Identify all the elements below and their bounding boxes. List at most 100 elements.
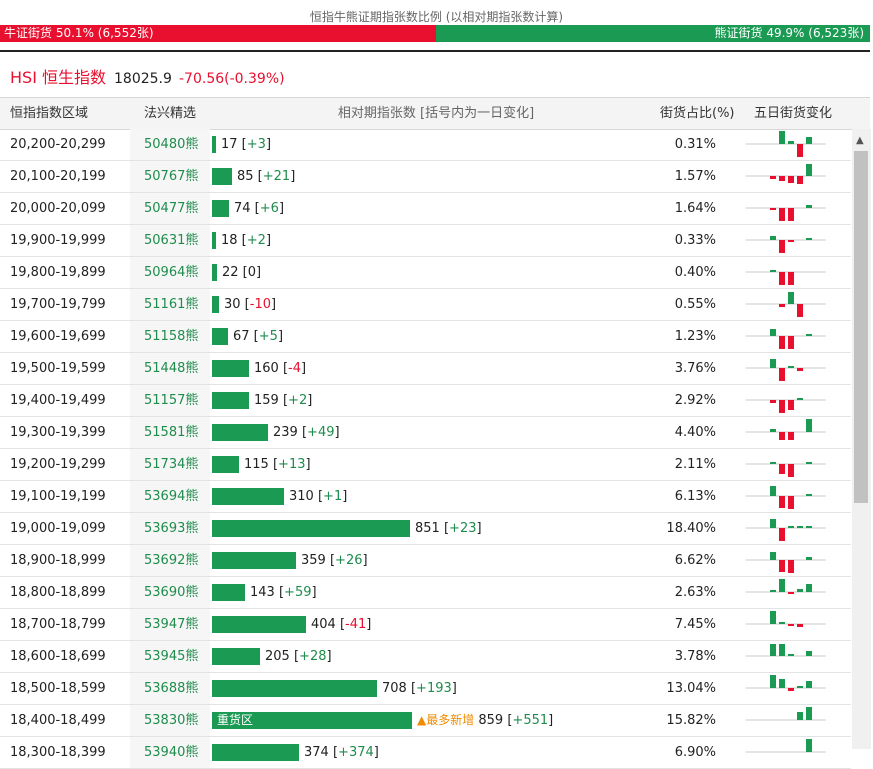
daily-change: +26 (335, 553, 363, 568)
warrant-code-link[interactable]: 50631熊 (144, 233, 199, 248)
outstanding-pct: 0.40% (674, 265, 716, 280)
warrant-code-link[interactable]: 51448熊 (144, 361, 199, 376)
outstanding-pct: 0.31% (674, 137, 716, 152)
warrant-code-link[interactable]: 53947熊 (144, 617, 199, 632)
contracts-value: 143 [+59] (250, 585, 317, 600)
daily-change: +49 (307, 425, 335, 440)
outstanding-pct: 6.90% (674, 745, 716, 760)
warrant-code-link[interactable]: 53945熊 (144, 649, 199, 664)
contracts-bar (212, 200, 229, 217)
warrant-code-link[interactable]: 51734熊 (144, 457, 199, 472)
warrant-code-link[interactable]: 51157熊 (144, 393, 199, 408)
scrollbar[interactable]: ▲ (852, 129, 871, 749)
table-row[interactable]: 20,200-20,299 50480熊 17 [+3] 0.31% (0, 129, 851, 161)
table-row[interactable]: 19,500-19,599 51448熊 160 [-4] 3.76% (0, 353, 851, 385)
table-row[interactable]: 19,400-19,499 51157熊 159 [+2] 2.92% (0, 385, 851, 417)
contracts-bar (212, 488, 284, 505)
index-name: HSI 恒生指数 (10, 68, 106, 87)
table-row[interactable]: 19,900-19,999 50631熊 18 [+2] 0.33% (0, 225, 851, 257)
code-cell: 50964熊 (130, 257, 210, 288)
contracts-bar (212, 424, 268, 441)
spark-bar (788, 400, 794, 410)
table-row[interactable]: 19,000-19,099 53693熊 851 [+23] 18.40% (0, 513, 851, 545)
spark-bar (788, 176, 794, 183)
table-row[interactable]: 20,100-20,199 50767熊 85 [+21] 1.57% (0, 161, 851, 193)
contracts-value: 205 [+28] (265, 649, 332, 664)
spark-bar (770, 552, 776, 560)
contracts-value: 17 [+3] (221, 137, 272, 152)
warrant-code-link[interactable]: 51161熊 (144, 297, 199, 312)
spark-bar (788, 292, 794, 304)
table-row[interactable]: 19,200-19,299 51734熊 115 [+13] 2.11% (0, 449, 851, 481)
warrant-code-link[interactable]: 53940熊 (144, 745, 199, 760)
five-day-change-chart (746, 398, 826, 413)
heavy-zone-label: 重货区 (217, 713, 254, 727)
code-cell: 50767熊 (130, 161, 210, 192)
spark-bar (788, 272, 794, 285)
contracts-bar (212, 552, 296, 569)
range-cell: 18,900-18,999 (10, 553, 106, 568)
range-cell: 19,500-19,599 (10, 361, 106, 376)
table-row[interactable]: 18,900-18,999 53692熊 359 [+26] 6.62% (0, 545, 851, 577)
range-cell: 18,700-18,799 (10, 617, 106, 632)
spark-bar (797, 304, 803, 317)
code-cell: 50480熊 (130, 129, 210, 160)
table-row[interactable]: 20,000-20,099 50477熊 74 [+6] 1.64% (0, 193, 851, 225)
warrant-code-link[interactable]: 53690熊 (144, 585, 199, 600)
warrant-code-link[interactable]: 53694熊 (144, 489, 199, 504)
spark-bar (788, 240, 794, 242)
contracts-value: 74 [+6] (234, 201, 285, 216)
daily-change: +28 (299, 649, 327, 664)
contracts-value: 30 [-10] (224, 297, 277, 312)
warrant-code-link[interactable]: 50767熊 (144, 169, 199, 184)
contracts-bar (212, 584, 245, 601)
five-day-change-chart (746, 579, 826, 594)
spark-bar (770, 329, 776, 336)
table-row[interactable]: 19,600-19,699 51158熊 67 [+5] 1.23% (0, 321, 851, 353)
warrant-code-link[interactable]: 51158熊 (144, 329, 199, 344)
scroll-up-icon[interactable]: ▲ (856, 135, 864, 146)
spark-bar (788, 208, 794, 221)
scrollbar-thumb[interactable] (854, 151, 868, 503)
contracts-bar (212, 744, 299, 761)
warrant-code-link[interactable]: 53688熊 (144, 681, 199, 696)
contracts-count: 17 (221, 137, 238, 152)
table-row[interactable]: 18,600-18,699 53945熊 205 [+28] 3.78% (0, 641, 851, 673)
spark-bar (806, 137, 812, 144)
contracts-bar (212, 328, 228, 345)
daily-change: +21 (262, 169, 291, 184)
contracts-count: 85 (237, 169, 254, 184)
table-row[interactable]: 19,700-19,799 51161熊 30 [-10] 0.55% (0, 289, 851, 321)
table-header: 恒指指数区域 法兴精选 相对期指张数 [括号内为一日变化] 街货占比(%) 五日… (0, 97, 870, 130)
range-cell: 19,600-19,699 (10, 329, 106, 344)
table-row[interactable]: 18,300-18,399 53940熊 374 [+374] 6.90% (0, 737, 851, 769)
spark-bar (770, 644, 776, 656)
warrant-code-link[interactable]: 53830熊 (144, 713, 199, 728)
table-row[interactable]: 18,800-18,899 53690熊 143 [+59] 2.63% (0, 577, 851, 609)
warrant-code-link[interactable]: 50964熊 (144, 265, 199, 280)
table-row[interactable]: 19,300-19,399 51581熊 239 [+49] 4.40% (0, 417, 851, 449)
five-day-change-chart (746, 419, 826, 440)
daily-change: +5 (258, 329, 278, 344)
warrant-code-link[interactable]: 50480熊 (144, 137, 199, 152)
table-row[interactable]: 18,700-18,799 53947熊 404 [-41] 7.45% (0, 609, 851, 641)
table-row[interactable]: 19,800-19,899 50964熊 22 [0] 0.40% (0, 257, 851, 289)
five-day-change-chart (746, 611, 826, 627)
five-day-change-chart (746, 236, 826, 253)
warrant-code-link[interactable]: 50477熊 (144, 201, 199, 216)
bull-segment: 牛证街货 50.1% (6,552张) (0, 25, 436, 42)
code-cell: 53945熊 (130, 641, 210, 672)
five-day-change-chart (746, 359, 826, 381)
five-day-change-chart (746, 644, 826, 657)
contracts-bar (212, 456, 239, 473)
spark-bar (779, 208, 785, 221)
range-cell: 19,100-19,199 (10, 489, 106, 504)
table-row[interactable]: 18,400-18,499 53830熊 重货区 ▲最多新增 859 [+551] 15… (0, 705, 851, 737)
spark-bar (770, 590, 776, 592)
warrant-code-link[interactable]: 51581熊 (144, 425, 199, 440)
warrant-code-link[interactable]: 53692熊 (144, 553, 199, 568)
warrant-code-link[interactable]: 53693熊 (144, 521, 199, 536)
table-row[interactable]: 19,100-19,199 53694熊 310 [+1] 6.13% (0, 481, 851, 513)
table-row[interactable]: 18,500-18,599 53688熊 708 [+193] 13.04% (0, 673, 851, 705)
spark-bar (770, 429, 776, 432)
